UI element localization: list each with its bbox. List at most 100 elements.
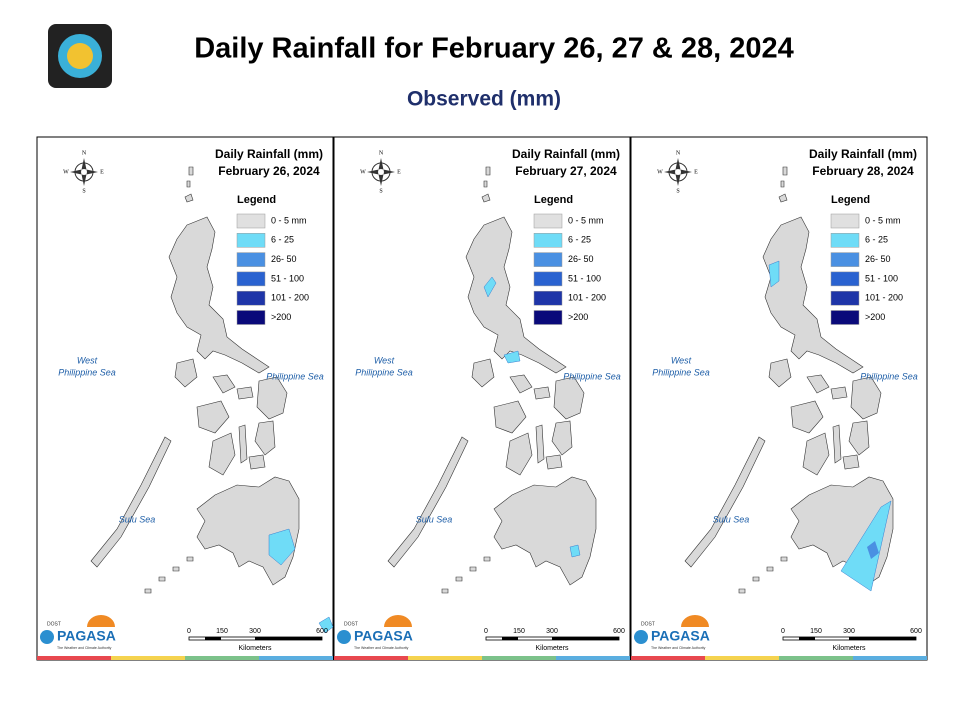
- legend-label: 51 - 100: [865, 273, 898, 283]
- legend-label: 51 - 100: [271, 273, 304, 283]
- color-strip: [111, 656, 185, 660]
- compass: N S E W: [63, 150, 104, 194]
- logo-umbrella: [87, 615, 115, 627]
- sea-label: Philippine Sea: [58, 367, 116, 377]
- compass-star: [70, 158, 98, 186]
- legend-swatch: [236, 271, 266, 287]
- legend-label: 26- 50: [865, 254, 891, 264]
- scale-unit: Kilometers: [832, 645, 866, 652]
- scale-label: 150: [810, 628, 822, 635]
- logo-mark: [40, 630, 54, 644]
- scale-label: 300: [546, 628, 558, 635]
- sea-label: West: [77, 355, 98, 365]
- scale-bar-fill: [799, 637, 815, 640]
- panels: N S E W Daily Rainfall (mm) February 26, 2024…: [36, 136, 928, 661]
- scale-bar-fill: [502, 637, 518, 640]
- rain-area: [840, 500, 892, 592]
- rain-area: [768, 260, 780, 288]
- scale-label: 300: [249, 628, 261, 635]
- legend-label: 0 - 5 mm: [568, 215, 604, 225]
- logo-mark: [634, 630, 648, 644]
- scale-label: 600: [316, 628, 328, 635]
- logo-tagline: The Weather and Climate Authority: [651, 646, 706, 650]
- scale-unit: Kilometers: [238, 645, 272, 652]
- legend-swatch: [533, 271, 563, 287]
- compass-star: [367, 158, 395, 186]
- compass-label: S: [82, 188, 85, 194]
- color-strip: [408, 656, 482, 660]
- color-strip: [556, 656, 630, 660]
- compass-label: N: [82, 150, 87, 156]
- logo-umbrella: [681, 615, 709, 627]
- compass-label: N: [676, 150, 681, 156]
- color-strip: [779, 656, 853, 660]
- sea-label: Philippine Sea: [266, 371, 324, 381]
- sea-label: Sulu Sea: [713, 514, 750, 524]
- legend-title: Legend: [831, 194, 870, 206]
- sea-label: Philippine Sea: [563, 371, 621, 381]
- map-title: Daily Rainfall (mm): [809, 147, 917, 161]
- compass-star: [664, 158, 692, 186]
- color-strip: [185, 656, 259, 660]
- compass-label: E: [100, 169, 104, 175]
- map-panel: N S E W Daily Rainfall (mm) February 28, 2024…: [630, 136, 928, 661]
- compass-label: S: [379, 188, 382, 194]
- legend-swatch: [830, 252, 860, 267]
- scale-bar-fill: [552, 637, 619, 640]
- scale-label: 300: [843, 628, 855, 635]
- compass-label: S: [676, 188, 679, 194]
- sea-label: Philippine Sea: [860, 371, 918, 381]
- compass-label: W: [360, 169, 366, 175]
- legend-swatch: [830, 213, 860, 229]
- scale-label: 150: [513, 628, 525, 635]
- rain-area: [318, 616, 334, 634]
- scale-bar-fill: [849, 637, 916, 640]
- sea-label: Sulu Sea: [416, 514, 453, 524]
- legend-label: >200: [271, 312, 291, 322]
- legend-label: 6 - 25: [865, 235, 888, 245]
- rain-area: [503, 350, 521, 364]
- legend-label: >200: [568, 312, 588, 322]
- legend-title: Legend: [237, 194, 276, 206]
- color-strip: [482, 656, 556, 660]
- scale-label: 0: [484, 628, 488, 635]
- scale-bar-fill: [255, 637, 322, 640]
- legend-label: 101 - 200: [568, 293, 606, 303]
- compass: N S E W: [657, 150, 698, 194]
- color-strip: [37, 656, 111, 660]
- logo-agency: PAGASA: [57, 628, 116, 644]
- sea-label: Sulu Sea: [119, 514, 156, 524]
- logo-mark: [337, 630, 351, 644]
- rain-area: [867, 541, 879, 559]
- color-strip: [259, 656, 333, 660]
- legend-label: 101 - 200: [271, 293, 309, 303]
- logo-dost: DOST: [344, 621, 358, 627]
- scale-label: 0: [187, 628, 191, 635]
- compass-label: W: [657, 169, 663, 175]
- subtitle: Observed (mm): [407, 88, 561, 111]
- scale-unit: Kilometers: [535, 645, 569, 652]
- color-strip: [853, 656, 927, 660]
- legend-label: 0 - 5 mm: [865, 215, 901, 225]
- rain-area: [483, 276, 497, 298]
- compass-label: E: [397, 169, 401, 175]
- logo-tagline: The Weather and Climate Authority: [57, 646, 112, 650]
- legend-label: 26- 50: [271, 254, 297, 264]
- compass: N S E W: [360, 150, 401, 194]
- logo-tagline: The Weather and Climate Authority: [354, 646, 409, 650]
- legend-swatch: [533, 290, 563, 306]
- logo: [48, 24, 112, 88]
- scale-label: 600: [613, 628, 625, 635]
- sea-label: West: [374, 355, 395, 365]
- legend-swatch: [236, 252, 266, 267]
- legend-swatch: [533, 233, 563, 248]
- rain-area: [569, 544, 581, 558]
- title: Daily Rainfall for February 26, 27 & 28,…: [194, 33, 794, 65]
- legend-label: 26- 50: [568, 254, 594, 264]
- scale-label: 0: [781, 628, 785, 635]
- legend-label: 6 - 25: [271, 235, 294, 245]
- legend-label: 6 - 25: [568, 235, 591, 245]
- logo-dost: DOST: [47, 621, 61, 627]
